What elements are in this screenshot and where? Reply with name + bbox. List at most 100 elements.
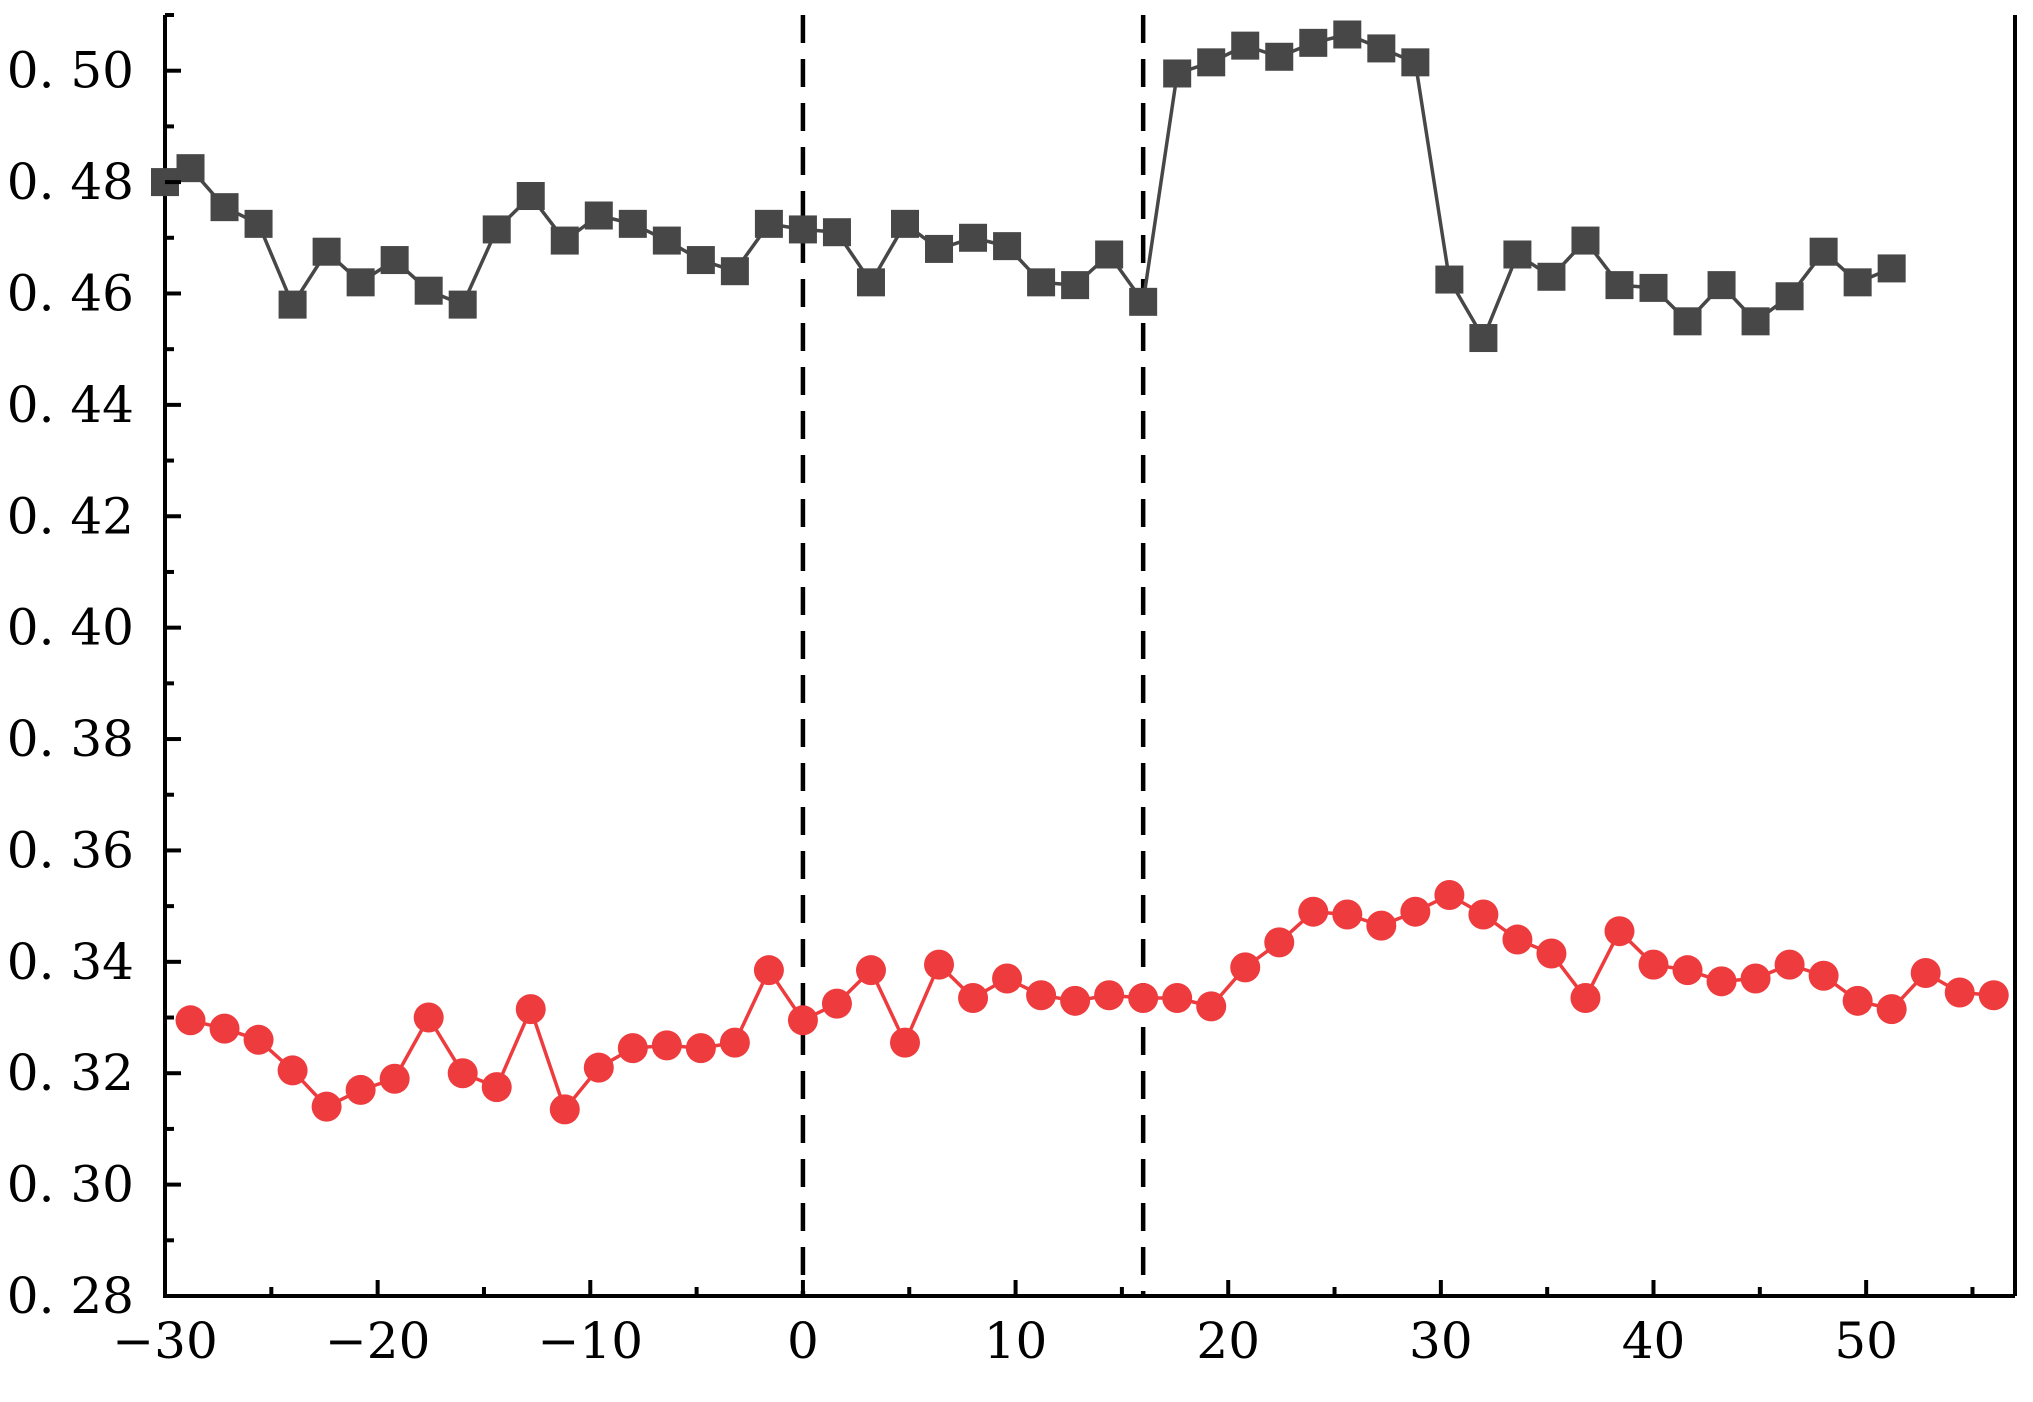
data-point-circle: [345, 1074, 376, 1105]
y-tick-label: 0. 32: [7, 1044, 134, 1102]
data-point-square: [1129, 287, 1158, 316]
data-point-square: [1469, 324, 1498, 353]
data-point-square: [720, 257, 749, 286]
data-point-circle: [992, 963, 1023, 994]
data-point-circle: [1264, 927, 1295, 958]
y-tick-label: 0. 44: [7, 376, 134, 434]
y-axis: 0. 28 0. 30 0. 32 0. 34 0. 36 0. 38 0. 40 0. 42…: [7, 13, 181, 1325]
data-point-circle: [617, 1033, 648, 1064]
data-point-circle: [1808, 960, 1839, 991]
data-point-square: [1571, 226, 1600, 255]
series-line: [164, 32, 1893, 340]
data-point-square: [516, 182, 545, 211]
data-point-circle: [1706, 966, 1737, 997]
data-point-square: [1809, 237, 1838, 266]
data-point-circle: [787, 1005, 818, 1036]
data-point-square: [1299, 28, 1328, 57]
x-tick-label: 20: [1196, 1312, 1260, 1370]
y-tick-label: 0. 48: [7, 153, 134, 211]
data-point-circle: [1332, 899, 1363, 930]
data-point-square: [278, 290, 307, 319]
data-point-square: [1537, 262, 1566, 291]
data-point-circle: [1060, 985, 1091, 1016]
data-point-circle: [1468, 899, 1499, 930]
data-point-circle: [243, 1024, 274, 1055]
data-point-circle: [1400, 896, 1431, 927]
data-point-circle: [855, 955, 886, 986]
data-point-circle: [924, 949, 955, 980]
data-point-circle: [413, 1002, 444, 1033]
data-point-square: [686, 246, 715, 275]
y-tick-label: 0. 34: [7, 933, 134, 991]
data-point-circle: [1910, 957, 1941, 988]
data-point-circle: [481, 1072, 512, 1103]
data-point-circle: [175, 1005, 206, 1036]
data-point-circle: [1094, 980, 1125, 1011]
data-point-circle: [1128, 983, 1159, 1014]
data-point-circle: [1978, 980, 2009, 1011]
data-point-square: [1367, 34, 1396, 63]
data-point-square: [414, 276, 443, 305]
data-point-square: [1605, 271, 1634, 300]
data-point-square: [482, 215, 511, 244]
data-point-circle: [1638, 949, 1669, 980]
x-tick-label: −30: [112, 1312, 218, 1370]
data-point-circle: [1026, 980, 1057, 1011]
data-point-circle: [1842, 985, 1873, 1016]
reference-lines: [800, 15, 1146, 1296]
data-point-circle: [1536, 938, 1567, 969]
data-point-square: [1503, 240, 1532, 269]
data-point-square: [244, 209, 273, 238]
y-tick-label: 0. 40: [7, 599, 134, 657]
data-point-square: [550, 226, 579, 255]
x-tick-label: 10: [984, 1312, 1048, 1370]
data-point-square: [754, 209, 783, 238]
x-tick-label: −20: [325, 1312, 431, 1370]
data-point-square: [1197, 48, 1226, 77]
data-point-square: [618, 209, 647, 238]
data-point-circle: [685, 1033, 716, 1064]
data-point-square: [176, 154, 205, 183]
data-point-square: [1877, 254, 1906, 283]
data-point-circle: [958, 983, 989, 1014]
x-tick-label: −10: [538, 1312, 644, 1370]
x-tick-label: 40: [1622, 1312, 1686, 1370]
data-point-square: [448, 290, 477, 319]
y-tick-label: 0. 46: [7, 264, 134, 322]
data-point-square: [346, 268, 375, 297]
data-point-circle: [1434, 879, 1465, 910]
data-point-circle: [209, 1013, 240, 1044]
data-point-circle: [1672, 955, 1703, 986]
data-point-circle: [549, 1094, 580, 1125]
data-point-circle: [1162, 983, 1193, 1014]
data-point-square: [1775, 282, 1804, 311]
y-tick-label: 0. 38: [7, 710, 134, 768]
y-tick-label: 0. 42: [7, 487, 134, 545]
data-point-circle: [821, 988, 852, 1019]
x-tick-label: 50: [1834, 1312, 1898, 1370]
series-2: [175, 879, 2009, 1125]
data-point-circle: [1944, 977, 1975, 1008]
data-point-square: [1163, 59, 1192, 88]
data-point-circle: [753, 955, 784, 986]
y-tick-label: 0. 36: [7, 821, 134, 879]
data-point-circle: [515, 994, 546, 1025]
data-point-circle: [277, 1055, 308, 1086]
data-point-square: [959, 223, 988, 252]
data-point-square: [380, 246, 409, 275]
data-point-square: [1265, 42, 1294, 71]
data-point-square: [1673, 307, 1702, 336]
data-point-circle: [379, 1063, 410, 1094]
data-point-square: [584, 201, 613, 230]
data-point-circle: [719, 1027, 750, 1058]
data-point-circle: [447, 1058, 478, 1089]
data-point-circle: [1876, 994, 1907, 1025]
data-point-square: [993, 232, 1022, 261]
data-point-circle: [651, 1030, 682, 1061]
data-point-circle: [1570, 983, 1601, 1014]
data-point-circle: [1774, 949, 1805, 980]
data-point-square: [1843, 268, 1872, 297]
y-tick-label: 0. 50: [7, 42, 134, 100]
data-point-square: [652, 226, 681, 255]
